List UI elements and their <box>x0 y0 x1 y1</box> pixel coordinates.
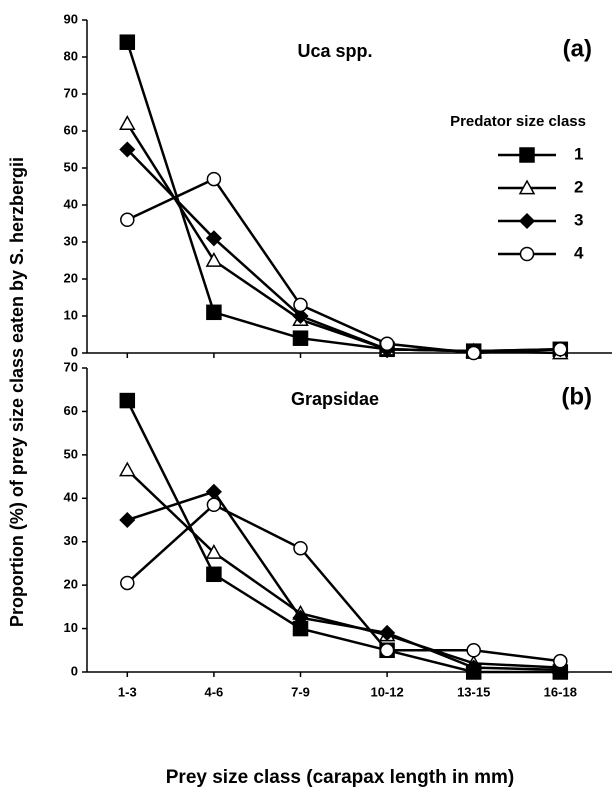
marker <box>553 342 568 357</box>
legend-title: Predator size class <box>450 113 586 130</box>
y-tick-label: 40 <box>64 490 78 505</box>
marker <box>379 336 395 351</box>
panel-title: Grapsidae <box>291 389 379 409</box>
y-tick-label: 10 <box>64 307 78 322</box>
marker <box>379 624 396 641</box>
marker <box>518 212 536 230</box>
marker <box>292 330 309 346</box>
y-tick-label: 90 <box>64 11 78 26</box>
marker <box>119 461 136 477</box>
y-tick-label: 0 <box>71 344 78 359</box>
marker <box>553 653 568 669</box>
marker <box>119 392 136 409</box>
y-tick-label: 70 <box>64 359 78 374</box>
y-tick-label: 30 <box>64 533 78 548</box>
legend-label: 2 <box>574 177 583 196</box>
marker <box>119 115 136 130</box>
marker <box>119 141 136 158</box>
x-axis-label: Prey size class (carapax length in mm) <box>166 767 515 788</box>
marker <box>292 307 309 325</box>
marker <box>119 511 136 529</box>
y-tick-label: 50 <box>64 159 78 174</box>
marker <box>519 147 535 163</box>
y-tick-label: 70 <box>64 85 78 100</box>
y-tick-label: 60 <box>64 403 78 418</box>
series-line <box>126 148 561 353</box>
marker <box>293 540 308 556</box>
marker <box>206 497 222 513</box>
marker <box>466 345 481 361</box>
y-axis-label: Proportion (%) of prey size class eaten … <box>7 157 27 627</box>
marker <box>205 230 222 247</box>
y-tick-label: 80 <box>64 48 78 63</box>
marker <box>292 609 309 626</box>
marker <box>205 251 223 267</box>
x-tick-label: 13-15 <box>457 684 490 699</box>
marker <box>119 34 136 50</box>
series-line <box>126 490 561 672</box>
marker <box>206 566 222 583</box>
y-tick-label: 50 <box>64 446 78 461</box>
y-tick-label: 20 <box>64 270 78 285</box>
y-tick-label: 40 <box>64 196 78 211</box>
x-tick-label: 1-3 <box>118 684 137 699</box>
series-line <box>126 400 561 674</box>
y-tick-label: 0 <box>71 663 78 678</box>
legend-label: 1 <box>574 144 583 163</box>
y-tick-label: 10 <box>64 620 78 635</box>
marker <box>206 171 222 187</box>
marker <box>293 297 308 313</box>
marker <box>206 304 222 321</box>
marker <box>205 483 222 500</box>
marker <box>120 575 135 591</box>
series-line <box>126 503 561 663</box>
marker <box>120 212 135 228</box>
y-tick-label: 60 <box>64 122 78 137</box>
marker <box>519 246 535 262</box>
series-line <box>126 177 561 355</box>
marker <box>205 544 223 559</box>
marker <box>465 659 482 676</box>
y-tick-label: 20 <box>64 577 78 592</box>
series-line <box>126 41 561 353</box>
legend-label: 3 <box>574 210 583 229</box>
y-tick-label: 30 <box>64 233 78 248</box>
x-tick-label: 4-6 <box>205 684 224 699</box>
x-tick-label: 16-18 <box>544 684 577 699</box>
panel-label: (a) <box>563 35 592 62</box>
marker <box>379 643 395 658</box>
panel-title: Uca spp. <box>297 41 372 61</box>
marker <box>518 179 536 195</box>
marker <box>466 643 481 658</box>
legend-label: 4 <box>574 243 584 262</box>
series-line <box>126 122 561 355</box>
panel-label: (b) <box>561 383 592 410</box>
x-tick-label: 10-12 <box>370 684 403 699</box>
x-tick-label: 7-9 <box>291 684 310 699</box>
